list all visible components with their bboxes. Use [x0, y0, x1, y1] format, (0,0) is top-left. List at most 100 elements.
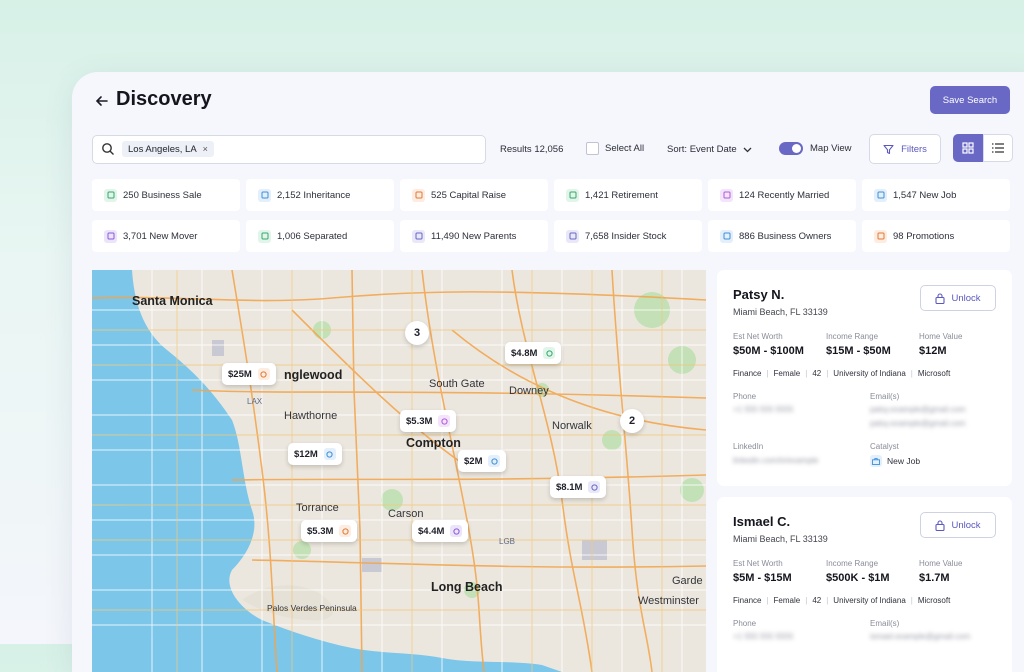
city-label: Torrance: [296, 502, 339, 514]
map-pin[interactable]: $12M: [288, 443, 342, 465]
grid-icon: [962, 142, 974, 154]
unlock-button[interactable]: Unlock: [920, 512, 996, 538]
tag-diamond[interactable]: 124 Recently Married: [708, 179, 856, 211]
map-pin-icon: [323, 448, 336, 460]
meta-industry: Finance: [733, 596, 762, 605]
income-value: $500K - $1M: [826, 572, 890, 584]
income-label: Income Range: [826, 559, 879, 568]
city-label: Norwalk: [552, 420, 592, 432]
filters-button[interactable]: Filters: [869, 134, 941, 164]
clock-icon: [566, 188, 579, 202]
tag-label: 250 Business Sale: [123, 189, 202, 201]
tag-label: 124 Recently Married: [739, 189, 830, 201]
select-all-checkbox[interactable]: Select All: [586, 142, 644, 155]
lock-icon: [935, 292, 946, 304]
tag-label: 2,152 Inheritance: [277, 189, 351, 201]
map-pin-value: $8.1M: [556, 481, 583, 493]
dollar-icon: [412, 188, 425, 202]
toggle-switch[interactable]: [779, 142, 803, 155]
map-view-toggle[interactable]: Map View: [779, 142, 852, 155]
profile-address: Miami Beach, FL 33139: [733, 534, 828, 544]
building-icon: [720, 229, 733, 243]
back-arrow-icon[interactable]: [94, 93, 110, 109]
search-input[interactable]: Los Angeles, LA ×: [92, 135, 486, 164]
unlock-label: Unlock: [951, 519, 981, 531]
tag-label: 1,547 New Job: [893, 189, 957, 201]
baby-icon: [412, 229, 425, 243]
city-label: Hawthorne: [284, 410, 338, 422]
grid-view-button[interactable]: [953, 134, 983, 162]
email-label: Email(s): [870, 619, 900, 628]
map-pin-value: $5.3M: [307, 525, 334, 537]
city-label: Westminster: [638, 595, 699, 607]
map-pin-icon: [450, 525, 463, 537]
city-label: nglewood: [284, 368, 343, 382]
tag-car[interactable]: 3,701 New Mover: [92, 220, 240, 252]
diamond-icon: [720, 188, 733, 202]
map-pin[interactable]: $4.8M: [505, 342, 562, 364]
map-pin-icon: [488, 455, 501, 467]
map-pin[interactable]: $25M: [222, 363, 276, 385]
map-pin-icon: [543, 347, 556, 359]
list-view-button[interactable]: [983, 134, 1013, 162]
city-label: LAX: [247, 397, 263, 406]
city-label: Palos Verdes Peninsula: [267, 603, 357, 613]
tag-store[interactable]: 250 Business Sale: [92, 179, 240, 211]
email-value: patsy.example@gmail.com: [870, 405, 966, 414]
city-label: LGB: [499, 537, 516, 546]
map-pin[interactable]: $4.4M: [412, 520, 469, 542]
tag-building[interactable]: 886 Business Owners: [708, 220, 856, 252]
map-pin[interactable]: $8.1M: [550, 476, 607, 498]
meta-age: 42: [812, 369, 822, 378]
tag-label: 98 Promotions: [893, 230, 955, 242]
networth-value: $50M - $100M: [733, 345, 804, 357]
income-value: $15M - $50M: [826, 345, 891, 357]
profile-card[interactable]: Ismael C. Miami Beach, FL 33139 Unlock E…: [717, 497, 1012, 672]
tag-clock[interactable]: 1,421 Retirement: [554, 179, 702, 211]
chevron-down-icon: [743, 147, 752, 152]
tag-document[interactable]: 2,152 Inheritance: [246, 179, 394, 211]
tag-briefcase[interactable]: 1,547 New Job: [862, 179, 1010, 211]
tag-icon: [566, 229, 579, 243]
search-icon: [102, 143, 114, 155]
filter-icon: [883, 144, 894, 154]
map-pin[interactable]: $5.3M: [301, 520, 358, 542]
tag-dollar[interactable]: 525 Capital Raise: [400, 179, 548, 211]
tag-baby[interactable]: 11,490 New Parents: [400, 220, 548, 252]
city-label: Carson: [388, 508, 424, 520]
discovery-panel: Discovery Save Search Los Angeles, LA × …: [72, 72, 1024, 672]
split-icon: [258, 229, 271, 243]
car-icon: [104, 229, 117, 243]
profile-card[interactable]: Patsy N. Miami Beach, FL 33139 Unlock Es…: [717, 270, 1012, 486]
tag-label: 886 Business Owners: [739, 230, 832, 242]
phone-label: Phone: [733, 392, 757, 401]
checkbox-box[interactable]: [586, 142, 599, 155]
page-title: Discovery: [116, 88, 212, 110]
phone-value: +1 555 555 5555: [733, 632, 794, 641]
sort-dropdown[interactable]: Sort: Event Date: [667, 144, 752, 155]
tag-split[interactable]: 1,006 Separated: [246, 220, 394, 252]
location-chip-label: Los Angeles, LA: [128, 143, 197, 155]
map-pin[interactable]: $2M: [458, 450, 507, 472]
unlock-button[interactable]: Unlock: [920, 285, 996, 311]
tag-trend-up[interactable]: 98 Promotions: [862, 220, 1010, 252]
meta-employer: Microsoft: [917, 369, 951, 378]
map-pin[interactable]: $5.3M: [400, 410, 457, 432]
map-cluster[interactable]: 3: [405, 321, 429, 345]
map-view-label: Map View: [810, 143, 852, 154]
map-view[interactable]: Santa Monica nglewood Hawthorne South Gate D…: [92, 270, 706, 672]
map-canvas[interactable]: [92, 270, 706, 672]
meta-industry: Finance: [733, 369, 762, 378]
map-pin-icon: [339, 525, 352, 537]
catalyst-value: New Job: [870, 455, 920, 467]
map-pin-icon: [438, 415, 451, 427]
save-search-button[interactable]: Save Search: [930, 86, 1010, 114]
tag-label: 7,658 Insider Stock: [585, 230, 667, 242]
map-pin-value: $4.4M: [418, 525, 445, 537]
remove-chip-icon[interactable]: ×: [202, 144, 208, 154]
networth-value: $5M - $15M: [733, 572, 792, 584]
tag-tag[interactable]: 7,658 Insider Stock: [554, 220, 702, 252]
list-icon: [992, 143, 1004, 153]
map-cluster[interactable]: 2: [620, 409, 644, 433]
tag-label: 3,701 New Mover: [123, 230, 198, 242]
